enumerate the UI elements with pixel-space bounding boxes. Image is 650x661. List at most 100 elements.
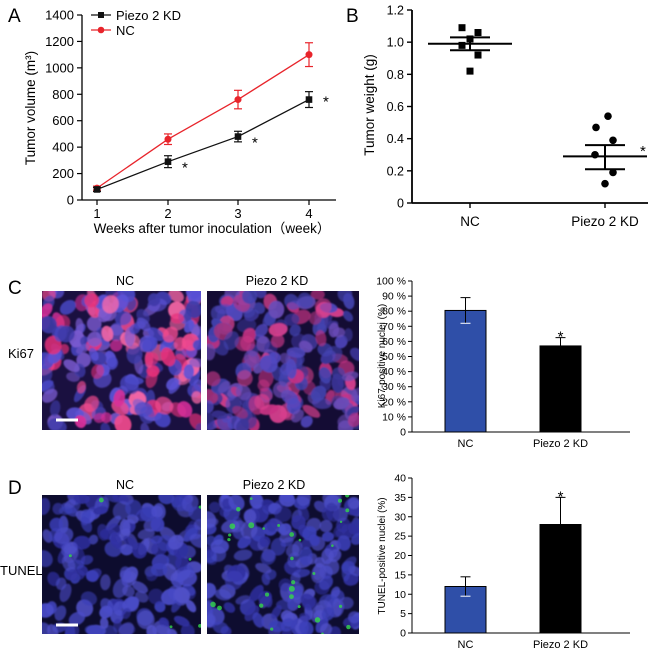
chart-b-point-nc xyxy=(466,67,474,75)
chart-d-annotation: * xyxy=(558,488,564,505)
micrograph-nucleus-positive xyxy=(191,391,201,404)
micrograph-tunel-signal xyxy=(264,592,270,597)
micrograph-nucleus-positive xyxy=(101,325,114,342)
micrograph-nucleus xyxy=(68,611,86,626)
micrograph-tunel-signal xyxy=(297,605,301,609)
micrograph-nucleus xyxy=(328,549,342,562)
micrograph-tunel-signal xyxy=(236,507,241,512)
chart-b-point-kd xyxy=(609,136,617,145)
micrograph-nucleus-positive xyxy=(114,414,132,430)
tunel-nc-image xyxy=(42,495,201,634)
chart-a-y-label: Tumor volume (m³) xyxy=(23,51,38,165)
chart-d-ytick-label: 10 xyxy=(394,589,406,601)
chart-d-ytick-label: 30 xyxy=(394,511,406,523)
micrograph-nucleus xyxy=(254,291,267,299)
micrograph-nucleus xyxy=(351,387,359,403)
micrograph-nucleus xyxy=(285,358,297,379)
micrograph-tunel-signal xyxy=(270,627,274,631)
micrograph-nucleus xyxy=(259,355,278,373)
micrograph-d-col-nc: NC xyxy=(116,478,134,492)
micrograph-nucleus xyxy=(249,584,264,602)
micrograph-c-col-kd: Piezo 2 KD xyxy=(246,274,309,288)
micrograph-nucleus xyxy=(86,570,99,582)
micrograph-nucleus xyxy=(167,628,178,634)
micrograph-nucleus-positive xyxy=(170,313,185,324)
chart-b-point-nc xyxy=(474,29,482,37)
micrograph-nucleus xyxy=(154,411,171,428)
chart-a-point-nc xyxy=(234,96,242,104)
chart-c-ytick-label: 0 xyxy=(400,427,406,439)
micrograph-nucleus xyxy=(298,620,314,634)
chart-d-ytick-label: 35 xyxy=(394,492,406,504)
micrograph-nucleus xyxy=(42,315,58,334)
chart-c-ytick-label: 50 % xyxy=(382,351,406,363)
micrograph-c-row-label: Ki67 xyxy=(8,346,34,361)
micrograph-tunel-signal xyxy=(298,538,302,542)
micrograph-nucleus xyxy=(309,534,320,547)
micrograph-nucleus-positive xyxy=(310,291,325,300)
micrograph-nucleus xyxy=(254,323,269,338)
micrograph-nucleus xyxy=(224,570,244,591)
micrograph-tunel-signal xyxy=(290,556,294,561)
micrograph-nucleus-positive xyxy=(155,396,174,415)
chart-c-ytick-label: 90 % xyxy=(382,291,406,303)
micrograph-nucleus xyxy=(321,607,335,621)
micrograph-nucleus-positive xyxy=(257,379,270,392)
micrograph-nucleus xyxy=(188,506,201,522)
chart-a-xtick-label: 4 xyxy=(305,206,312,221)
micrograph-nucleus xyxy=(330,586,341,599)
micrograph-nuclei xyxy=(207,291,359,430)
micrograph-nucleus xyxy=(88,534,99,545)
micrograph-nucleus xyxy=(50,400,61,417)
micrograph-nucleus xyxy=(158,495,175,505)
micrograph-tunel-signal xyxy=(338,604,343,609)
micrograph-nucleus-positive xyxy=(146,365,160,378)
micrograph-nucleus xyxy=(299,546,313,566)
micrograph-nucleus xyxy=(259,536,271,548)
micrograph-nucleus xyxy=(348,611,359,624)
chart-c-y-label: Ki67-positive nuclei (%) xyxy=(377,304,388,409)
micrograph-nucleus xyxy=(147,293,161,307)
micrograph-nucleus xyxy=(285,544,300,558)
chart-b-ytick-label: 0 xyxy=(397,197,404,211)
legend-nc-label: NC xyxy=(116,23,135,38)
chart-a-point-kd xyxy=(234,133,242,140)
chart-a-annotation: * xyxy=(252,135,258,152)
micrograph-d-row-label: TUNEL xyxy=(0,563,43,578)
micrograph-nucleus xyxy=(180,624,195,634)
micrograph-nucleus xyxy=(125,376,144,385)
micrograph-nucleus xyxy=(211,410,228,420)
chart-d-bar-kd xyxy=(539,524,582,634)
micrograph-nuclei xyxy=(42,495,201,634)
micrograph-nucleus xyxy=(183,364,195,380)
micrograph-nucleus xyxy=(291,515,306,530)
ki67-kd-image xyxy=(207,291,359,430)
micrograph-nucleus xyxy=(212,621,229,634)
micrograph-tunel-signal xyxy=(228,533,232,537)
micrograph-tunel-signal xyxy=(198,623,201,628)
micrograph-nucleus xyxy=(228,495,245,511)
micrograph-tunel-signal xyxy=(345,508,350,513)
micrograph-nucleus-positive xyxy=(110,339,123,352)
chart-a-ytick-label: 600 xyxy=(52,113,74,128)
chart-b-ytick-label: 1.2 xyxy=(387,4,404,18)
micrograph-tunel-signal xyxy=(188,557,192,561)
micrograph-nucleus xyxy=(185,291,201,302)
micrograph-nucleus-positive xyxy=(160,347,176,367)
panel-label-d: D xyxy=(8,478,22,499)
micrograph-nucleus xyxy=(243,350,260,369)
micrograph-nucleus xyxy=(350,533,359,545)
chart-d-ytick-label: 0 xyxy=(400,628,406,640)
micrograph-nucleus xyxy=(99,617,109,629)
micrograph-nucleus xyxy=(244,605,260,622)
micrograph-nucleus xyxy=(207,518,219,529)
micrograph-tunel-signal xyxy=(169,625,173,629)
micrograph-nucleus xyxy=(118,622,135,634)
micrograph-nucleus xyxy=(183,320,195,333)
micrograph-nucleus xyxy=(207,412,215,430)
micrograph-nucleus xyxy=(54,605,67,621)
chart-c-ki67: 0 10 % 20 % 30 % 40 % 50 % 60 % 70 % 80 % 90 % 100… xyxy=(376,276,630,450)
micrograph-nucleus-positive xyxy=(189,413,201,430)
micrograph-nucleus xyxy=(291,409,304,423)
micrograph-nucleus xyxy=(349,347,359,361)
